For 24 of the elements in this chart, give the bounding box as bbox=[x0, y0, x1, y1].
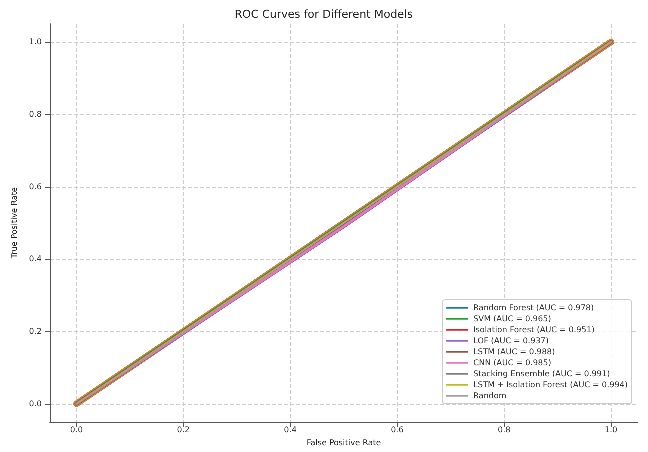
x-tick-label: 1.0 bbox=[604, 426, 618, 435]
y-tick-label: 1.0 bbox=[29, 38, 42, 47]
legend-label: Stacking Ensemble (AUC = 0.991) bbox=[474, 370, 610, 378]
y-tick-label: 0.2 bbox=[29, 327, 42, 336]
x-tick-label: 0.8 bbox=[498, 426, 511, 435]
legend-label: LSTM (AUC = 0.988) bbox=[474, 348, 556, 356]
x-tick-label: 0.4 bbox=[284, 426, 297, 435]
legend-label: SVM (AUC = 0.965) bbox=[474, 314, 552, 324]
legend-label: Random bbox=[474, 392, 507, 400]
x-axis-title: False Positive Rate bbox=[306, 438, 382, 448]
x-tick-label: 0.0 bbox=[70, 426, 84, 435]
legend-label: LOF (AUC = 0.937) bbox=[474, 336, 549, 346]
legend-label: Isolation Forest (AUC = 0.951) bbox=[474, 326, 595, 334]
x-tick-label: 0.6 bbox=[391, 426, 404, 435]
y-tick-label: 0.0 bbox=[29, 400, 42, 409]
x-tick-label: 0.2 bbox=[177, 426, 190, 435]
y-tick-label: 0.8 bbox=[29, 110, 42, 119]
y-axis-title: True Positive Rate bbox=[10, 187, 19, 260]
legend-label: Random Forest (AUC = 0.978) bbox=[474, 304, 594, 312]
y-tick-label: 0.4 bbox=[29, 254, 42, 264]
legend-label: CNN (AUC = 0.985) bbox=[474, 358, 552, 368]
chart-title: ROC Curves for Different Models bbox=[234, 8, 414, 21]
y-tick-label: 0.6 bbox=[29, 182, 42, 192]
legend-label: LSTM + Isolation Forest (AUC = 0.994) bbox=[474, 380, 628, 390]
